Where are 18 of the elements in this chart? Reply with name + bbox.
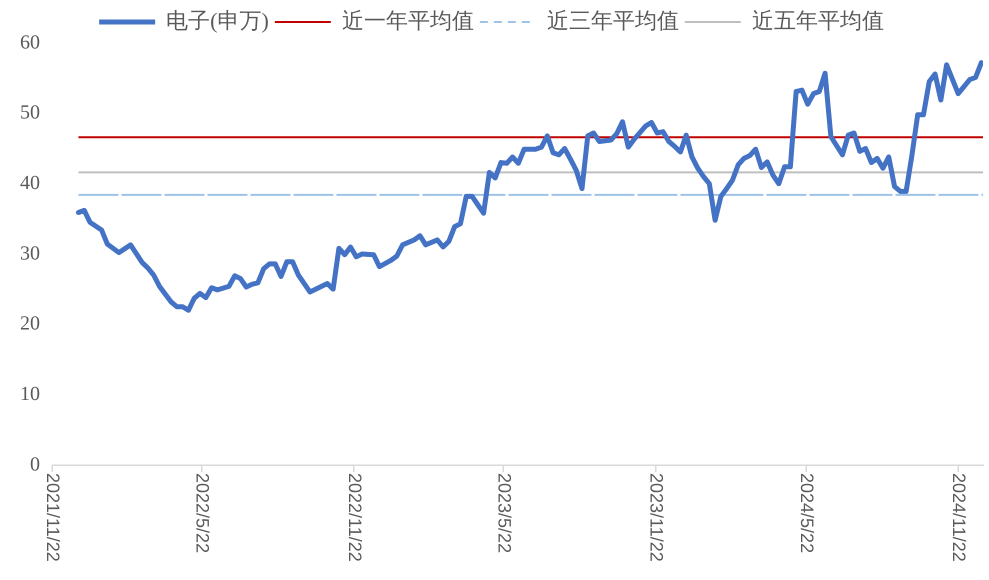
y-tick-label: 60 xyxy=(20,31,40,54)
y-tick-label: 0 xyxy=(30,453,40,476)
x-tick-label: 2022/11/22 xyxy=(344,473,365,562)
x-tick-label: 2022/5/22 xyxy=(192,473,213,554)
y-tick-label: 10 xyxy=(20,382,40,405)
y-tick-label: 20 xyxy=(20,312,40,335)
x-tick-label: 2024/11/22 xyxy=(949,473,970,562)
y-tick-label: 30 xyxy=(20,242,40,264)
legend-label: 近三年平均值 xyxy=(546,8,679,33)
legend-label: 近五年平均值 xyxy=(752,8,884,33)
legend-label: 电子(申万) xyxy=(166,8,269,33)
x-tick-label: 2023/11/22 xyxy=(646,473,667,562)
y-tick-label: 40 xyxy=(20,172,40,194)
x-tick-label: 2023/5/22 xyxy=(494,473,514,554)
legend-label: 近一年平均值 xyxy=(342,8,474,33)
x-tick-label: 2024/5/22 xyxy=(797,473,818,554)
x-tick-label: 2021/11/22 xyxy=(43,473,64,562)
y-tick-label: 50 xyxy=(20,102,40,124)
